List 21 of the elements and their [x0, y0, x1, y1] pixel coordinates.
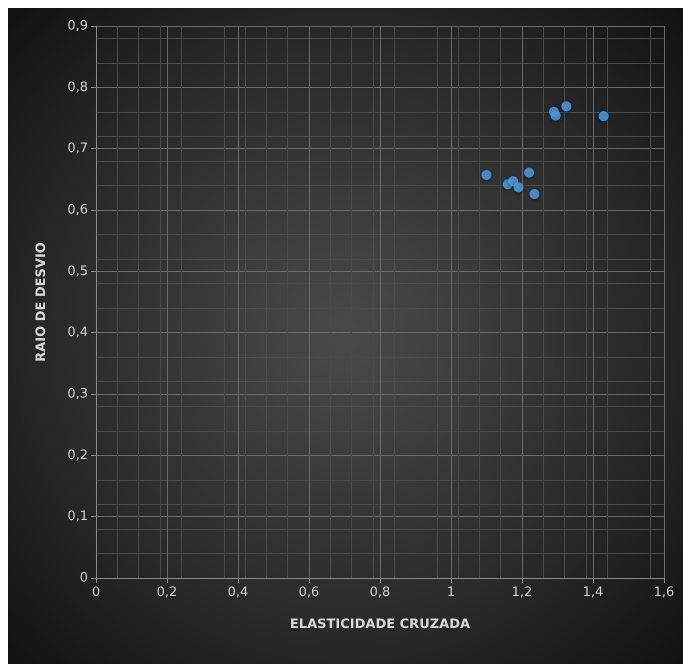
x-tick-label: 0 [92, 585, 100, 600]
x-tick-label: 1,4 [582, 585, 604, 600]
x-tick-label: 0,2 [156, 585, 178, 600]
x-tick-label: 1 [446, 585, 456, 600]
y-tick-label: 0,2 [67, 448, 88, 463]
x-tick-label: 0,6 [298, 585, 320, 600]
y-tick-label: 0,8 [67, 80, 88, 95]
x-tick-label: 1,2 [512, 585, 532, 600]
x-axis-title: ELASTICIDADE CRUZADA [290, 617, 470, 632]
y-tick-label: 0,3 [67, 386, 88, 402]
y-tick-label: 0,5 [67, 264, 88, 279]
y-tick-label: 0,1 [67, 509, 88, 524]
y-tick-label: 0,9 [67, 18, 88, 34]
x-tick-label: 1,6 [654, 585, 674, 600]
x-tick-label: 0,4 [228, 585, 248, 600]
y-tick-label: 0,7 [67, 141, 88, 156]
y-axis-title: RAIO DE DESVIO [34, 242, 49, 362]
y-tick-label: 0,6 [67, 202, 88, 218]
y-tick-label: 0,4 [67, 325, 88, 340]
x-tick-label: 0,8 [370, 585, 390, 600]
y-tick-label: 0 [80, 570, 88, 586]
